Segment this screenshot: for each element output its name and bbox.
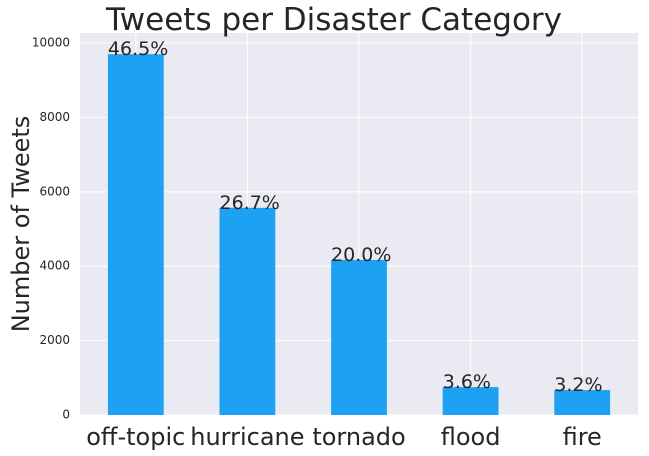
bar xyxy=(107,54,164,415)
chart-title: Tweets per Disaster Category xyxy=(105,2,562,38)
x-tick-label: flood xyxy=(441,423,501,451)
annotation: 3.2% xyxy=(554,374,602,396)
bar xyxy=(219,207,276,415)
x-tick-label: fire xyxy=(563,423,602,451)
y-tick-label: 2000 xyxy=(39,333,70,347)
y-tick-label: 8000 xyxy=(39,110,70,124)
y-tick-label: 10000 xyxy=(32,36,70,50)
y-tick-label: 4000 xyxy=(39,259,70,273)
y-tick-label: 0 xyxy=(62,408,70,422)
annotation: 46.5% xyxy=(108,38,168,60)
annotation: 3.6% xyxy=(443,371,491,393)
y-tick-label: 6000 xyxy=(39,184,70,198)
annotation: 20.0% xyxy=(331,244,391,266)
annotation: 26.7% xyxy=(220,192,280,214)
y-axis-label: Number of Tweets xyxy=(7,116,35,333)
bar xyxy=(331,259,387,415)
x-tick-label: tornado xyxy=(312,423,405,451)
x-tick-label: hurricane xyxy=(190,423,304,451)
bar xyxy=(554,390,611,415)
x-tick-label: off-topic xyxy=(86,423,185,451)
bar xyxy=(442,387,499,415)
